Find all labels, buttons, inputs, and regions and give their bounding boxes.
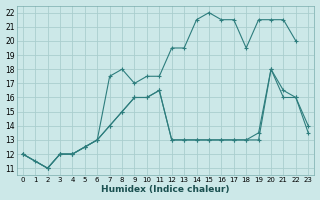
- X-axis label: Humidex (Indice chaleur): Humidex (Indice chaleur): [101, 185, 230, 194]
